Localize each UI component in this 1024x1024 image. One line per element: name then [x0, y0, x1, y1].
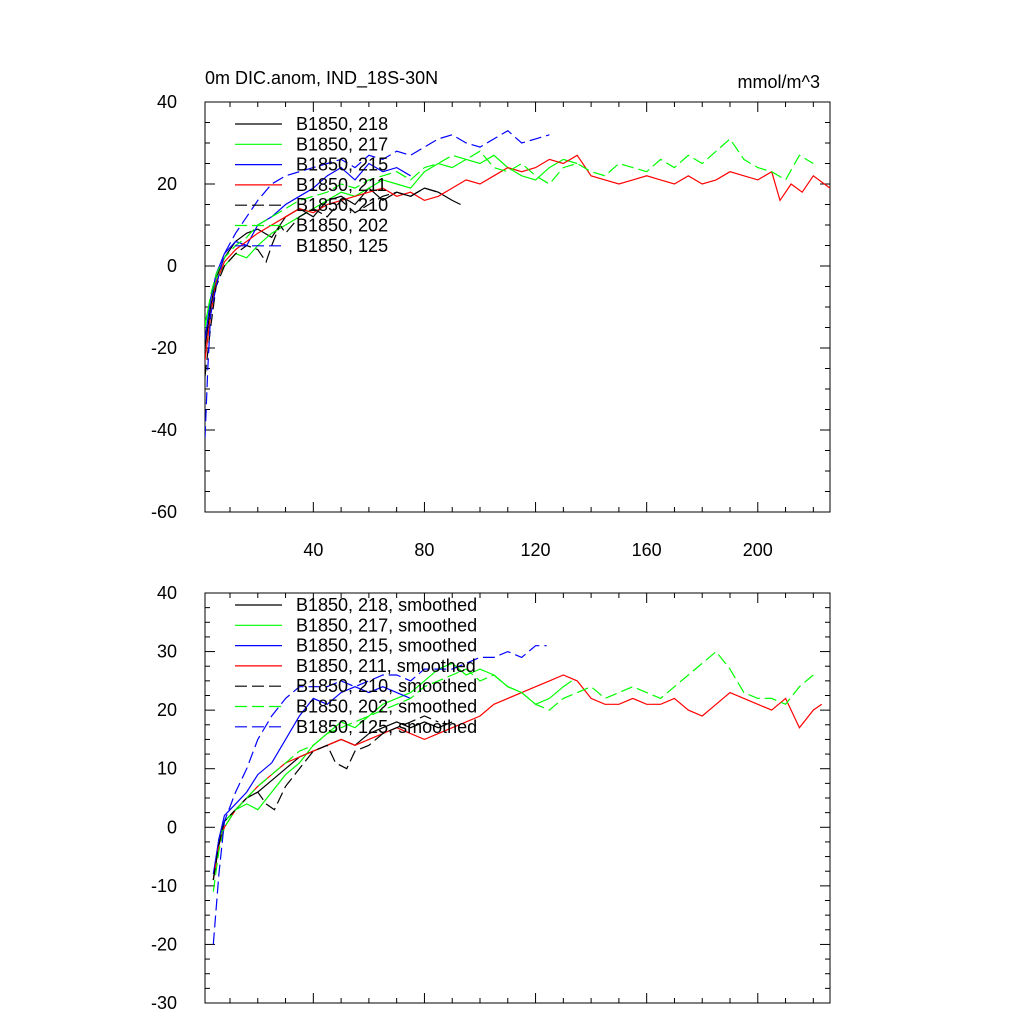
bottom-series-line-7	[212, 645, 547, 945]
top-y-tick-label: 20	[157, 174, 177, 194]
bottom-series-group	[212, 645, 823, 945]
top-x-tick-label: 80	[414, 540, 434, 560]
bottom-legend-label: B1850, 202, smoothed	[296, 697, 477, 717]
bottom-series-line-3	[212, 686, 411, 875]
bottom-legend-label: B1850, 211, smoothed	[296, 656, 476, 676]
top-legend-label: B1850, 210	[296, 195, 388, 215]
top-panel: -60 -40 -20 0 20 40 40 80 120 160 200 0m DIC.anom, …	[151, 68, 831, 560]
top-series-line-3	[205, 162, 411, 340]
bottom-legend-label: B1850, 217, smoothed	[296, 615, 477, 635]
top-x-tick-label: 40	[303, 540, 323, 560]
bottom-y-tick-label: -20	[151, 934, 177, 954]
top-units-label: mmol/m^3	[738, 72, 820, 92]
bottom-series-line-5	[212, 715, 439, 881]
top-chart-title: 0m DIC.anom, IND_18S-30N	[205, 68, 438, 89]
top-x-tick-label: 200	[743, 540, 773, 560]
bottom-y-tick-label: 0	[167, 817, 177, 837]
bottom-series-line-1	[212, 721, 453, 881]
bottom-legend-label: B1850, 125, smoothed	[296, 717, 477, 737]
top-y-tick-label: -20	[151, 338, 177, 358]
bottom-y-tick-label: 10	[157, 759, 177, 779]
top-legend-label: B1850, 218	[296, 114, 388, 134]
top-series-line-7	[205, 129, 550, 439]
top-y-tick-label: -60	[151, 502, 177, 522]
bottom-y-tick-label: 20	[157, 700, 177, 720]
top-x-tick-label: 120	[521, 540, 551, 560]
bottom-legend-label: B1850, 210, smoothed	[296, 676, 477, 696]
top-legend-label: B1850, 202	[296, 216, 388, 236]
top-y-tick-label: -40	[151, 420, 177, 440]
top-x-tick-label: 160	[632, 540, 662, 560]
top-legend-label: B1850, 211	[296, 175, 387, 195]
top-series-line-4	[205, 154, 830, 361]
bottom-y-tick-label: -10	[151, 876, 177, 896]
bottom-series-line-6	[212, 650, 814, 892]
top-series-line-5	[205, 187, 439, 377]
top-legend-label: B1850, 215	[296, 155, 388, 175]
bottom-series-line-4	[212, 674, 823, 881]
top-y-tick-label: 40	[157, 92, 177, 112]
bottom-legend-label: B1850, 218, smoothed	[296, 595, 477, 615]
top-series-line-6	[205, 137, 814, 328]
top-y-tick-label: 0	[167, 256, 177, 276]
bottom-y-tick-label: 40	[157, 583, 177, 603]
bottom-y-tick-label: -30	[151, 993, 177, 1013]
bottom-y-tick-label: 30	[157, 642, 177, 662]
top-legend-label: B1850, 125	[296, 236, 388, 256]
bottom-legend-label: B1850, 215, smoothed	[296, 636, 477, 656]
top-series-line-2	[205, 154, 578, 324]
top-series-group	[205, 129, 830, 439]
top-legend-label: B1850, 217	[296, 134, 388, 154]
